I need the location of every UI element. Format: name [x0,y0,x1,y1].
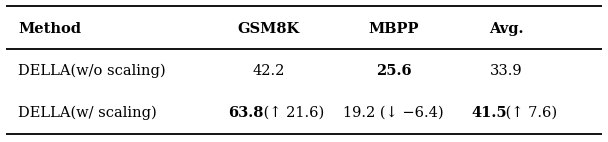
Text: GSM8K: GSM8K [237,22,299,36]
Text: 19.2 (↓ −6.4): 19.2 (↓ −6.4) [343,106,444,120]
Text: 42.2: 42.2 [252,64,285,78]
Text: (↑ 21.6): (↑ 21.6) [259,106,325,120]
Text: (↑ 7.6): (↑ 7.6) [501,106,558,120]
Text: DELLA(w/ scaling): DELLA(w/ scaling) [18,106,157,120]
Text: Avg.: Avg. [489,22,524,36]
Text: 25.6: 25.6 [376,64,411,78]
Text: 63.8: 63.8 [229,106,264,120]
Text: MBPP: MBPP [368,22,419,36]
Text: DELLA(w/o scaling): DELLA(w/o scaling) [18,64,165,78]
Text: 33.9: 33.9 [490,64,523,78]
Text: Method: Method [18,22,81,36]
Text: 41.5: 41.5 [471,106,507,120]
